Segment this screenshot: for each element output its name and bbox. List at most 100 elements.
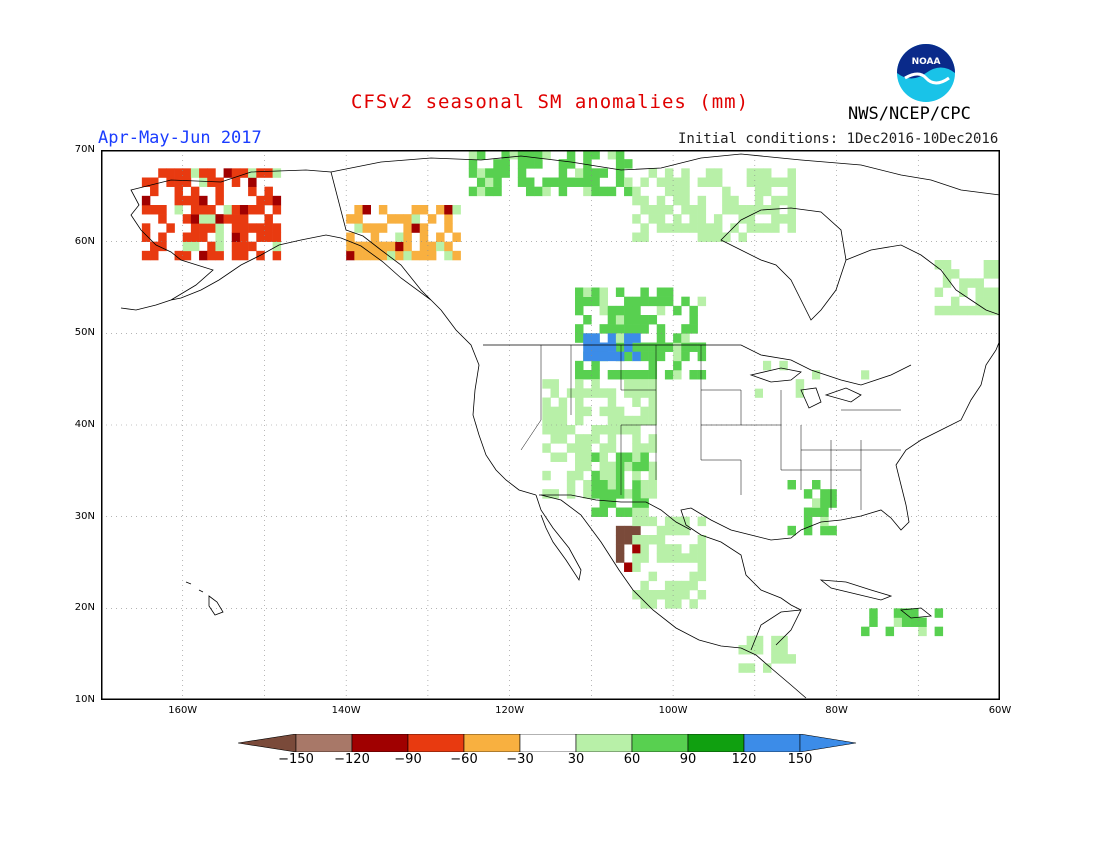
anomaly-cell: [779, 379, 788, 389]
legend-label: −90: [394, 752, 422, 767]
anomaly-cell: [869, 360, 878, 371]
anomaly-cell: [607, 388, 617, 398]
anomaly-cell: [550, 406, 559, 417]
anomaly-cell: [468, 168, 478, 178]
anomaly-cell: [640, 296, 649, 307]
anomaly-cell: [378, 205, 388, 215]
anomaly-cell: [575, 470, 584, 481]
anomaly-cell: [779, 635, 788, 646]
anomaly-cell: [820, 489, 829, 499]
anomaly-cell: [632, 535, 641, 545]
anomaly-cell: [640, 544, 649, 554]
anomaly-cell: [624, 351, 633, 362]
anomaly-cell: [787, 379, 796, 389]
anomaly-cell: [158, 241, 167, 252]
anomaly-cell: [550, 379, 559, 389]
anomaly-cell: [174, 195, 184, 206]
anomaly-cell: [632, 232, 641, 242]
anomaly-cell: [640, 452, 649, 462]
anomaly-cell: [828, 370, 837, 380]
anomaly-cell: [542, 425, 551, 435]
lat-label: 40N: [74, 419, 95, 430]
anomaly-cell: [362, 241, 371, 252]
anomaly-cell: [607, 480, 617, 490]
anomaly-cell: [395, 250, 404, 261]
anomaly-cells: [141, 150, 1000, 673]
anomaly-cell: [575, 388, 584, 398]
anomaly-cell: [869, 617, 878, 627]
anomaly-cell: [615, 425, 625, 435]
legend-label: 30: [567, 752, 585, 767]
anomaly-cell: [648, 434, 658, 444]
anomaly-cell: [599, 425, 609, 435]
anomaly-cell: [452, 232, 461, 242]
anomaly-cell: [256, 223, 265, 233]
anomaly-cell: [640, 388, 649, 398]
anomaly-cell: [632, 351, 641, 362]
anomaly-cell: [607, 370, 617, 380]
anomaly-cell: [632, 516, 641, 527]
anomaly-cell: [272, 232, 282, 242]
anomaly-cell: [403, 241, 412, 252]
anomaly-cell: [697, 590, 707, 600]
anomaly-cell: [370, 241, 380, 252]
anomaly-cell: [583, 480, 592, 490]
anomaly-cell: [264, 186, 273, 197]
anomaly-cell: [207, 241, 216, 252]
anomaly-cell: [664, 553, 674, 563]
anomaly-cell: [664, 370, 674, 380]
anomaly-cell: [624, 324, 633, 334]
anomaly-cell: [231, 205, 241, 215]
anomaly-cell: [550, 425, 559, 435]
anomaly-cell: [844, 370, 854, 380]
anomaly-cell: [934, 608, 944, 618]
anomaly-cell: [746, 214, 756, 224]
anomaly-cell: [615, 507, 625, 517]
anomaly-cell: [419, 250, 429, 261]
legend-label: 90: [679, 752, 697, 767]
anomaly-cell: [509, 150, 519, 160]
anomaly-cell: [762, 168, 772, 178]
anomaly-cell: [615, 489, 625, 499]
anomaly-cell: [648, 470, 658, 481]
anomaly-cell: [640, 370, 649, 380]
anomaly-cell: [182, 214, 192, 224]
anomaly-cell: [624, 388, 633, 398]
anomaly-cell: [640, 324, 649, 334]
anomaly-cell: [632, 324, 641, 334]
anomaly-cell: [754, 370, 764, 380]
anomaly-cell: [607, 315, 617, 325]
anomaly-cell: [738, 663, 747, 673]
anomaly-cell: [689, 553, 698, 563]
anomaly-cell: [223, 214, 233, 224]
anomaly-cell: [501, 159, 510, 169]
anomaly-cell: [566, 489, 576, 499]
anomaly-cell: [207, 250, 216, 261]
anomaly-cell: [583, 388, 592, 398]
anomaly-cell: [664, 544, 674, 554]
anomaly-cell: [648, 406, 658, 417]
anomaly-cell: [632, 461, 641, 472]
anomaly-cell: [166, 168, 175, 178]
anomaly-cell: [436, 232, 445, 242]
anomaly-cell: [689, 599, 698, 609]
anomaly-cell: [624, 525, 633, 536]
anomaly-cell: [656, 205, 666, 215]
great-lakes-outline: [749, 367, 862, 409]
anomaly-cell: [199, 205, 208, 215]
anomaly-cell: [624, 296, 633, 307]
anomaly-cell: [607, 406, 617, 417]
anomaly-cell: [362, 250, 371, 261]
anomaly-cell: [558, 434, 568, 444]
anomaly-cell: [893, 617, 903, 627]
lon-label: 140W: [331, 705, 361, 716]
anomaly-cell: [558, 452, 568, 462]
forecast-period: Apr-May-Jun 2017: [98, 128, 262, 148]
yucatan-outline: [750, 609, 802, 651]
anomaly-cell: [648, 443, 658, 453]
anomaly-cell: [615, 544, 625, 554]
anomaly-cell: [640, 195, 649, 206]
anomaly-cell: [607, 470, 617, 481]
anomaly-cell: [648, 599, 658, 609]
anomaly-cell: [640, 535, 649, 545]
